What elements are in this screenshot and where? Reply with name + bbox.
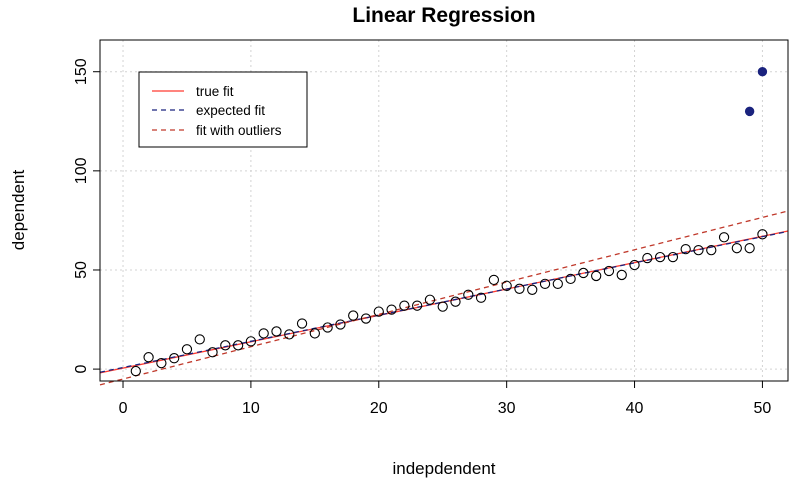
data-point bbox=[629, 259, 640, 271]
x-tick-label: 30 bbox=[498, 400, 516, 417]
data-point bbox=[706, 245, 717, 256]
data-point bbox=[386, 304, 397, 315]
data-point bbox=[143, 352, 154, 363]
y-tick-label: 50 bbox=[73, 261, 90, 279]
data-point bbox=[258, 328, 269, 339]
data-point bbox=[411, 300, 423, 311]
data-point bbox=[335, 319, 346, 330]
data-point bbox=[424, 294, 436, 305]
data-point bbox=[654, 251, 666, 263]
data-point bbox=[271, 326, 282, 337]
x-tick-label: 20 bbox=[370, 400, 388, 417]
x-axis-label: indepdendent bbox=[392, 459, 495, 478]
data-point bbox=[232, 340, 244, 351]
legend-box bbox=[138, 71, 308, 148]
y-tick-label: 150 bbox=[73, 58, 90, 85]
plot-area-frame bbox=[99, 39, 789, 382]
data-point bbox=[296, 318, 308, 329]
y-axis-label: dependent bbox=[9, 170, 28, 251]
outlier-point bbox=[757, 67, 768, 77]
data-point bbox=[348, 310, 359, 321]
x-tick-label: 50 bbox=[754, 400, 772, 417]
data-point bbox=[539, 278, 551, 290]
outlier-point bbox=[744, 106, 755, 117]
x-tick-label: 0 bbox=[119, 400, 128, 417]
y-tick-label: 100 bbox=[73, 157, 90, 184]
legend: true fit expected fit fit with outliers bbox=[138, 71, 308, 148]
data-point bbox=[616, 269, 627, 281]
data-point bbox=[450, 296, 461, 307]
data-point bbox=[680, 244, 691, 255]
chart-title: Linear Regression bbox=[352, 4, 535, 27]
legend-label-expected-fit: expected fit bbox=[196, 103, 265, 118]
data-point bbox=[552, 278, 563, 290]
data-point bbox=[309, 328, 320, 339]
legend-label-fit-with-outliers: fit with outliers bbox=[196, 123, 282, 138]
data-point bbox=[373, 306, 384, 317]
data-point bbox=[667, 251, 679, 263]
data-point bbox=[527, 284, 538, 295]
data-point bbox=[360, 313, 372, 324]
x-tick-label: 40 bbox=[626, 400, 644, 417]
data-point bbox=[514, 283, 525, 294]
data-point bbox=[565, 273, 576, 285]
data-point bbox=[718, 232, 730, 243]
data-point bbox=[322, 322, 333, 333]
x-axis-ticks: 0 10 20 30 40 50 bbox=[119, 381, 772, 417]
data-point bbox=[194, 334, 205, 345]
data-point bbox=[475, 292, 487, 303]
data-point bbox=[245, 336, 257, 347]
data-point bbox=[591, 270, 602, 282]
data-point bbox=[130, 365, 141, 377]
data-point bbox=[181, 344, 193, 355]
y-tick-label: 0 bbox=[73, 365, 90, 374]
data-point bbox=[220, 340, 231, 351]
data-point bbox=[207, 347, 218, 358]
data-point bbox=[693, 245, 704, 256]
data-point bbox=[169, 353, 180, 364]
outlier-points bbox=[744, 67, 768, 117]
data-point bbox=[156, 358, 167, 369]
data-point bbox=[399, 300, 410, 311]
data-point bbox=[731, 243, 742, 254]
data-point bbox=[437, 301, 448, 312]
data-point bbox=[757, 229, 768, 240]
data-point bbox=[488, 274, 500, 286]
data-point bbox=[284, 329, 295, 340]
data-points bbox=[130, 229, 768, 377]
x-tick-label: 10 bbox=[242, 400, 260, 417]
data-point bbox=[603, 265, 615, 277]
fit-lines bbox=[99, 210, 789, 386]
data-point bbox=[642, 252, 653, 264]
data-point bbox=[501, 280, 512, 291]
legend-label-true-fit: true fit bbox=[196, 84, 234, 99]
fit-line-fit-with-outliers bbox=[99, 210, 789, 386]
data-point bbox=[463, 289, 474, 300]
data-point bbox=[578, 267, 589, 279]
data-point bbox=[744, 243, 755, 254]
y-axis-ticks: 0 50 100 150 bbox=[73, 58, 100, 374]
